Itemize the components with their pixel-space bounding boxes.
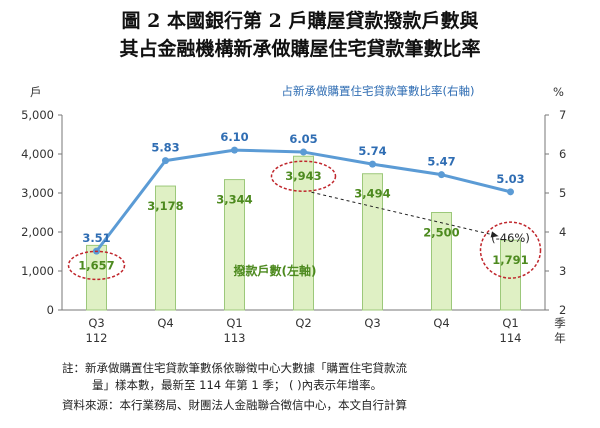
bar-value-label: 3,943 xyxy=(285,169,321,183)
x-tick-year-label: 113 xyxy=(224,331,246,345)
line-point xyxy=(162,157,169,165)
axis-ticks: 01,0002,0003,0004,0005,000戶234567%Q3112Q… xyxy=(21,85,566,345)
line-value-label: 5.83 xyxy=(151,141,179,155)
line-series xyxy=(93,146,514,255)
x-tick-label: Q4 xyxy=(433,316,449,330)
highlight-circle xyxy=(270,160,337,192)
x-axis-unit-quarter: 季 xyxy=(554,316,566,330)
trend-arrow-head xyxy=(490,231,499,238)
right-tick-label: 3 xyxy=(559,264,566,278)
line-value-label: 6.05 xyxy=(289,132,317,146)
right-tick-label: 7 xyxy=(559,108,566,122)
bar xyxy=(155,185,176,311)
x-tick-label: Q1 xyxy=(502,316,518,330)
left-tick-label: 5,000 xyxy=(21,108,54,122)
bar xyxy=(224,179,245,311)
line-point xyxy=(438,171,445,179)
highlight-circle xyxy=(67,250,126,281)
right-tick-label: 4 xyxy=(559,225,566,239)
right-tick-label: 2 xyxy=(559,303,566,317)
chart-annotations: 占新承做購置住宅貸款筆數比率(右軸) 撥款戶數(左軸) (-46%) xyxy=(67,84,542,281)
x-axis-unit-year: 年 xyxy=(554,331,566,345)
bar-value-label: 1,791 xyxy=(492,253,528,267)
chart-title-line-1: 圖 2 本國銀行第 2 戶購屋貸款撥款戶數與 xyxy=(121,10,479,32)
bar xyxy=(293,155,314,311)
line-series-label: 占新承做購置住宅貸款筆數比率(右軸) xyxy=(282,84,475,98)
data-labels: 3.51 5.83 6.10 6.05 5.74 5.47 5.03 1,657 3,178 3,… xyxy=(78,130,528,272)
bar-series-label: 撥款戶數(左軸) xyxy=(234,263,317,278)
line-point xyxy=(300,148,307,156)
bar xyxy=(500,239,521,311)
right-tick-label: 5 xyxy=(559,186,566,200)
line-value-label: 5.47 xyxy=(427,155,455,169)
combo-chart: 01,0002,0003,0004,0005,000戶234567%Q3112Q… xyxy=(21,84,566,345)
footnote-line-2: 量」樣本數，最新至 114 年第 1 季； ( )內表示年增率。 xyxy=(92,378,383,392)
line-point xyxy=(369,160,376,168)
x-tick-year-label: 112 xyxy=(86,331,108,345)
trend-arrow xyxy=(311,191,499,237)
left-tick-label: 4,000 xyxy=(21,147,54,161)
line-point xyxy=(507,188,514,196)
bar-value-label: 2,500 xyxy=(423,226,459,240)
x-tick-label: Q4 xyxy=(157,316,173,330)
right-tick-label: 6 xyxy=(559,147,566,161)
line-value-label: 6.10 xyxy=(220,130,248,144)
bar-series xyxy=(86,155,521,311)
x-tick-label: Q3 xyxy=(364,316,380,330)
highlight-circle xyxy=(479,221,542,279)
line-point xyxy=(231,146,238,154)
bar-value-label: 1,657 xyxy=(78,258,114,272)
bar xyxy=(431,212,452,311)
line-value-label: 5.74 xyxy=(358,144,386,158)
left-axis-unit: 戶 xyxy=(30,85,42,99)
x-tick-label: Q1 xyxy=(226,316,242,330)
bar-value-label: 3,494 xyxy=(354,187,390,201)
x-tick-label: Q3 xyxy=(88,316,104,330)
right-axis-unit: % xyxy=(553,85,564,99)
x-tick-label: Q2 xyxy=(295,316,311,330)
line-value-label: 3.51 xyxy=(82,231,110,245)
x-tick-year-label: 114 xyxy=(500,331,522,345)
left-tick-label: 2,000 xyxy=(21,225,54,239)
line-value-label: 5.03 xyxy=(496,172,524,186)
bar-value-label: 3,344 xyxy=(216,193,252,207)
footnote-line-1: 註：新承做購置住宅貸款筆數係依聯徵中心大數據「購置住宅貸款流 xyxy=(62,361,407,375)
source-note: 資料來源：本行業務局、財團法人金融聯合徵信中心，本文自行計算 xyxy=(62,398,407,412)
left-tick-label: 0 xyxy=(47,303,54,317)
yoy-change-label: (-46%) xyxy=(491,231,530,245)
left-tick-label: 1,000 xyxy=(21,264,54,278)
left-tick-label: 3,000 xyxy=(21,186,54,200)
bar xyxy=(86,244,107,311)
chart-title-line-2: 其占金融機構新承做購屋住宅貸款筆數比率 xyxy=(119,38,481,60)
bar-value-label: 3,178 xyxy=(147,199,183,213)
